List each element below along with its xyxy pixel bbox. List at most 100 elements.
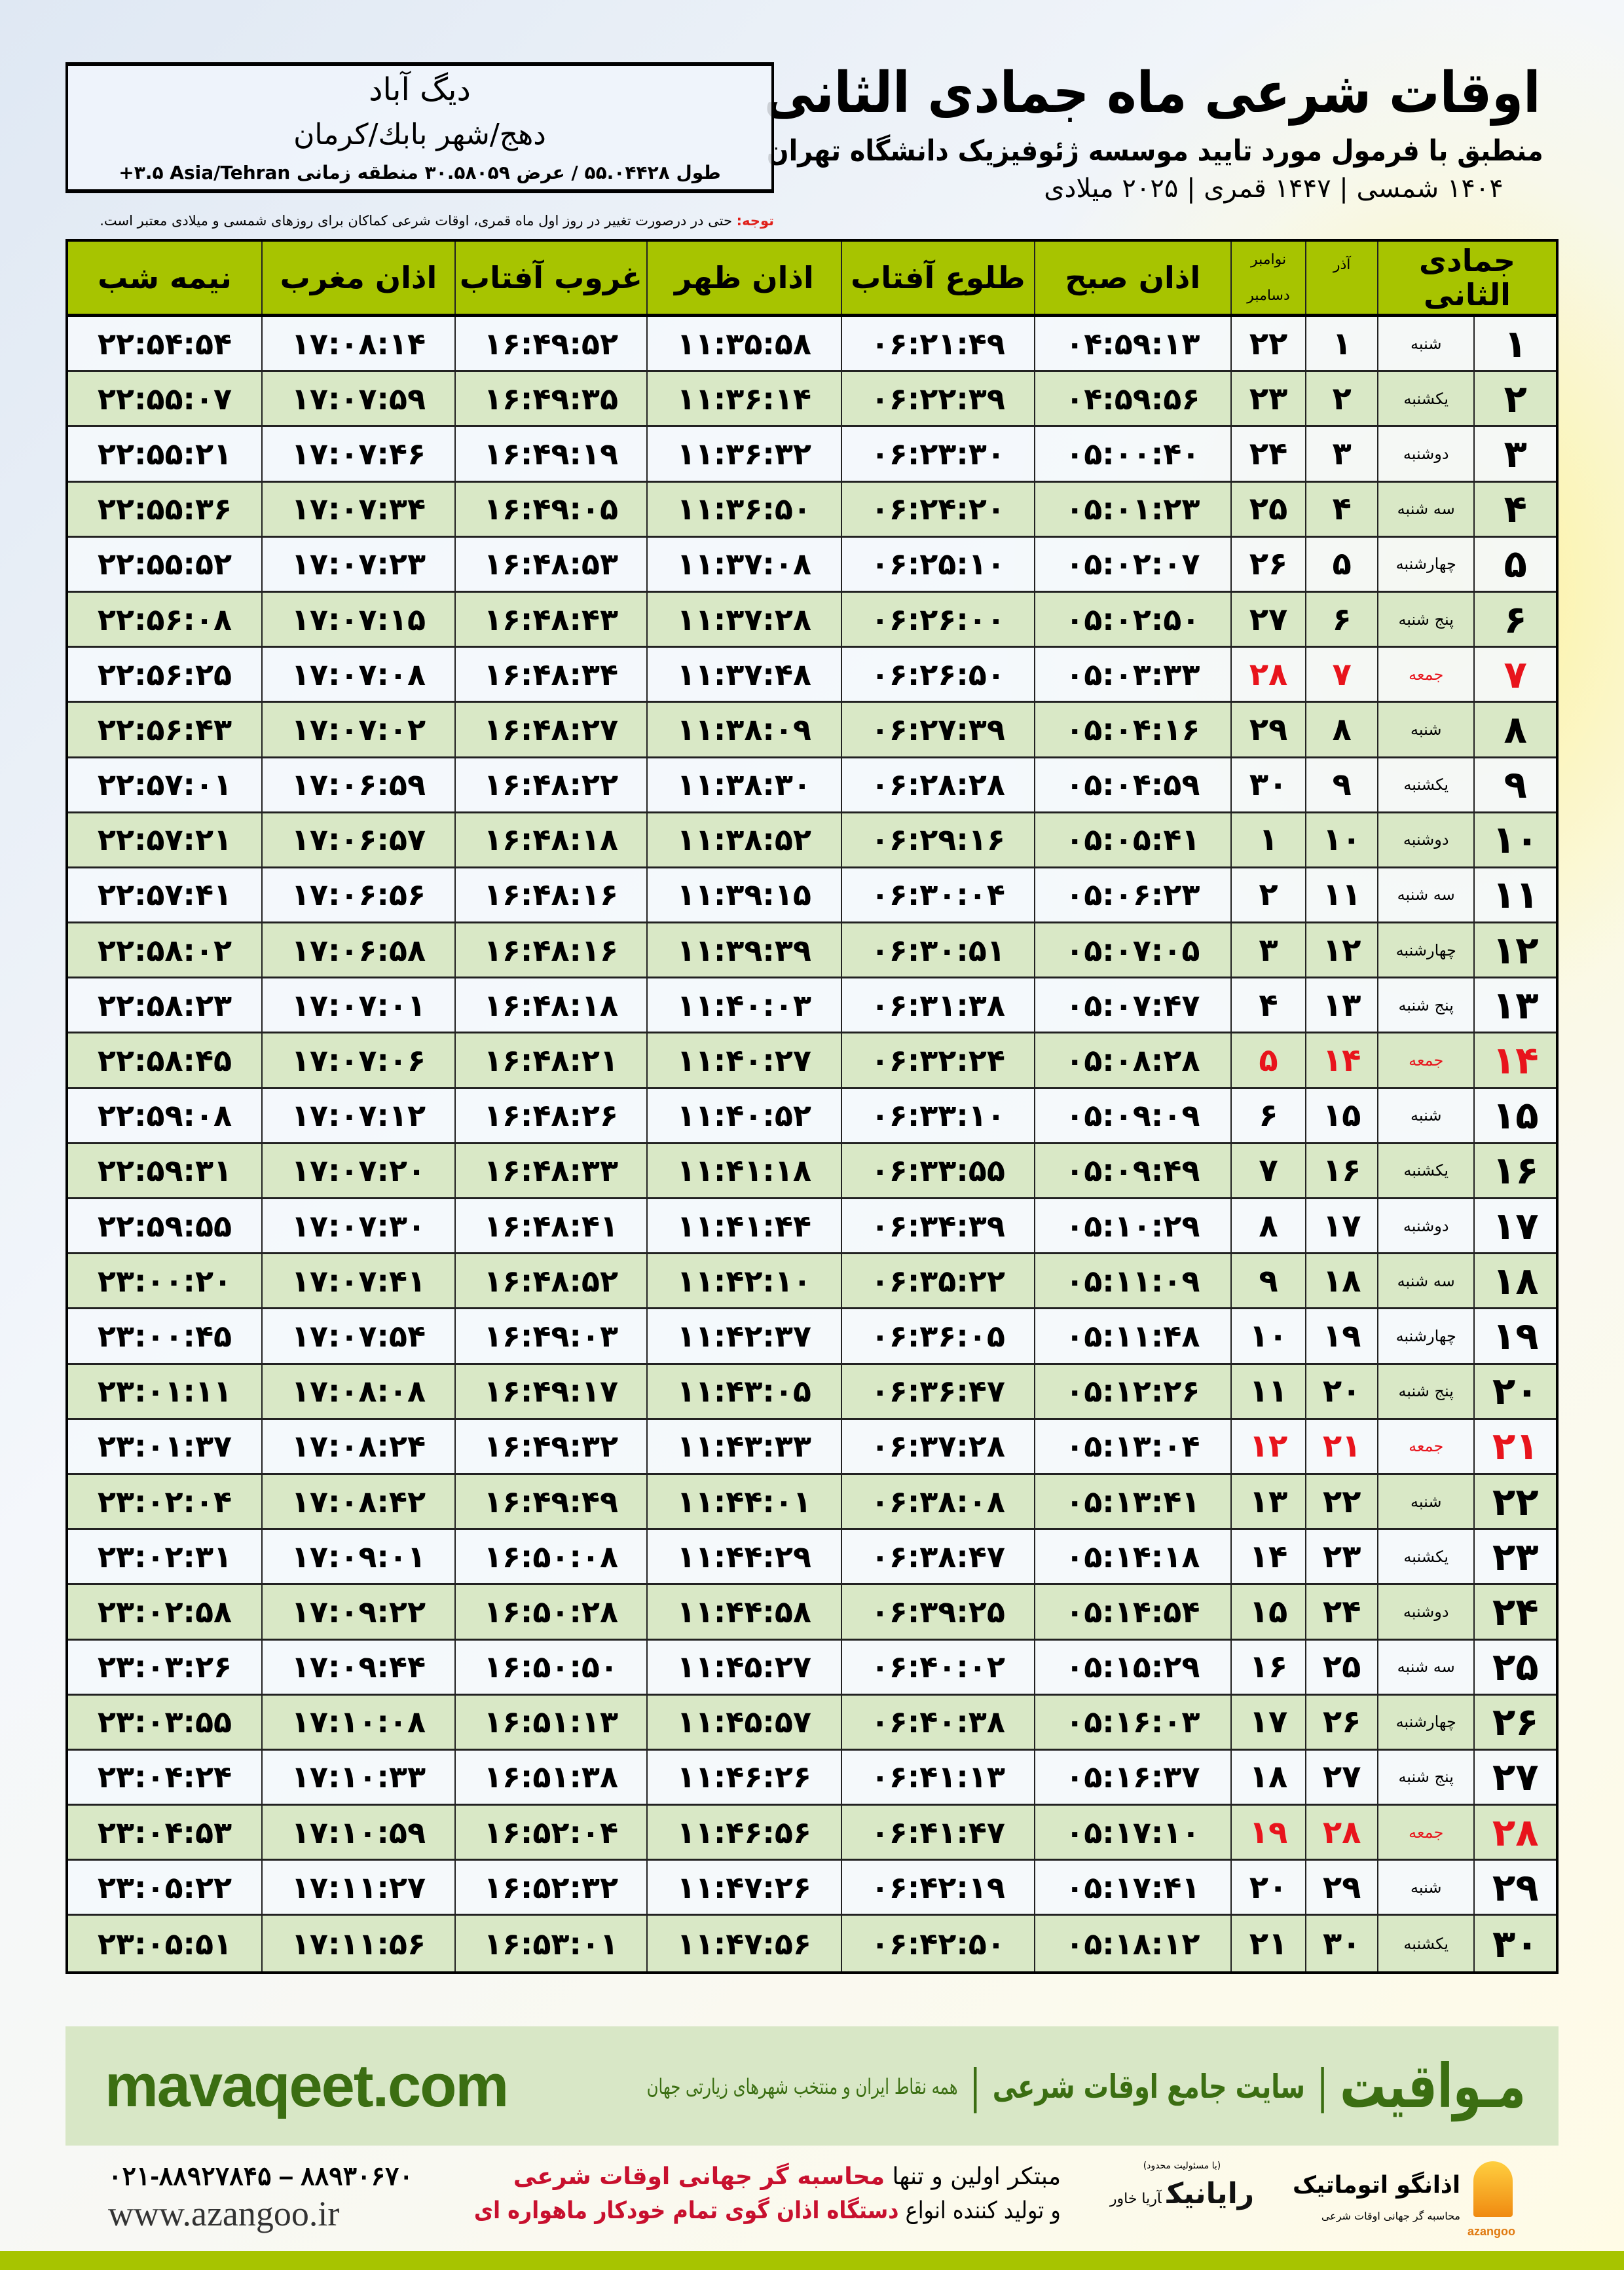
weekday: یکشنبه bbox=[1376, 1144, 1473, 1197]
table-row: ۱۵ شنبه ۱۵ ۶ ۰۵:۰۹:۰۹ ۰۶:۳۳:۱۰ ۱۱:۴۰:۵۲ ۱۶:۴۸:۲… bbox=[68, 1088, 1556, 1144]
sunset-time: ۱۶:۴۸:۳۴ bbox=[454, 648, 646, 701]
fajr-time: ۰۵:۱۵:۲۹ bbox=[1033, 1640, 1230, 1694]
hijri-day: ۱۳ bbox=[1473, 978, 1556, 1032]
table-body: ۱ شنبه ۱ ۲۲ ۰۴:۵۹:۱۳ ۰۶:۲۱:۴۹ ۱۱:۳۵:۵۸ ۱۶:۴۹:۵۲… bbox=[68, 317, 1556, 1971]
hijri-day: ۲۲ bbox=[1473, 1474, 1556, 1529]
hijri-day: ۲۶ bbox=[1473, 1695, 1556, 1749]
table-row: ۱ شنبه ۱ ۲۲ ۰۴:۵۹:۱۳ ۰۶:۲۱:۴۹ ۱۱:۳۵:۵۸ ۱۶:۴۹:۵۲… bbox=[68, 317, 1556, 373]
maghrib-time: ۱۷:۱۰:۵۹ bbox=[261, 1806, 454, 1859]
header-fajr: اذان صبح bbox=[1033, 242, 1230, 314]
weekday: سه شنبه bbox=[1376, 482, 1473, 536]
midnight-time: ۲۳:۰۳:۵۵ bbox=[97, 1704, 232, 1740]
azangoo-en-text: azangoo bbox=[1467, 2225, 1515, 2238]
sunset-time: ۱۶:۵۲:۰۴ bbox=[454, 1806, 646, 1859]
mosque-dome-icon bbox=[1473, 2161, 1513, 2217]
dhuhr-time: ۱۱:۴۴:۲۹ bbox=[646, 1530, 841, 1584]
hijri-day: ۲۵ bbox=[1473, 1640, 1556, 1694]
dhuhr-time: ۱۱:۴۱:۴۴ bbox=[646, 1199, 841, 1253]
maghrib-time: ۱۷:۰۸:۰۸ bbox=[261, 1364, 454, 1418]
weekday: یکشنبه bbox=[1376, 758, 1473, 811]
table-row: ۲۳ یکشنبه ۲۳ ۱۴ ۰۵:۱۴:۱۸ ۰۶:۳۸:۴۷ ۱۱:۴۴:۲۹ ۱۶:۵… bbox=[68, 1530, 1556, 1586]
weekday: شنبه bbox=[1376, 1088, 1473, 1142]
azar-day: ۱۶ bbox=[1305, 1144, 1377, 1197]
fajr-time: ۰۵:۱۸:۱۲ bbox=[1033, 1916, 1230, 1971]
gregorian-day: ۲۱ bbox=[1230, 1916, 1306, 1971]
sunset-time: ۱۶:۴۸:۲۶ bbox=[454, 1088, 646, 1142]
website-link[interactable]: www.azangoo.ir bbox=[108, 2194, 340, 2233]
weekday: دوشنبه bbox=[1376, 1199, 1473, 1253]
website: www.azangoo.ir bbox=[108, 2193, 449, 2235]
sunset-time: ۱۶:۴۸:۲۷ bbox=[454, 703, 646, 756]
hijri-day: ۲۳ bbox=[1473, 1530, 1556, 1584]
sunrise-time: ۰۶:۲۳:۳۰ bbox=[840, 427, 1034, 481]
weekday: دوشنبه bbox=[1376, 427, 1473, 481]
fajr-time: ۰۵:۰۹:۰۹ bbox=[1033, 1088, 1230, 1142]
midnight-time: ۲۳:۰۲:۰۴ bbox=[97, 1483, 232, 1519]
divider: | bbox=[969, 2059, 982, 2113]
banner-url-link[interactable]: mavaqeet.com bbox=[105, 2053, 509, 2119]
sunset-time: ۱۶:۴۸:۱۶ bbox=[454, 923, 646, 977]
sunrise-time: ۰۶:۳۳:۱۰ bbox=[840, 1088, 1034, 1142]
sunset-time: ۱۶:۵۰:۲۸ bbox=[454, 1585, 646, 1639]
dhuhr-time: ۱۱:۴۲:۳۷ bbox=[646, 1309, 841, 1363]
table-row: ۷ جمعه ۷ ۲۸ ۰۵:۰۳:۳۳ ۰۶:۲۶:۵۰ ۱۱:۳۷:۴۸ ۱۶:۴۸:۳۴… bbox=[68, 648, 1556, 703]
gregorian-day: ۱۴ bbox=[1230, 1530, 1306, 1584]
weekday: چهارشنبه bbox=[1376, 923, 1473, 977]
midnight-time: ۲۲:۵۴:۵۴ bbox=[97, 326, 232, 362]
midnight-time: ۲۳:۰۲:۵۸ bbox=[97, 1593, 232, 1629]
table-row: ۲۸ جمعه ۲۸ ۱۹ ۰۵:۱۷:۱۰ ۰۶:۴۱:۴۷ ۱۱:۴۶:۵۶ ۱۶:۵۲:… bbox=[68, 1806, 1556, 1861]
sunrise-time: ۰۶:۲۵:۱۰ bbox=[840, 537, 1034, 591]
weekday: پنج شنبه bbox=[1376, 592, 1473, 646]
hijri-day: ۹ bbox=[1473, 758, 1556, 811]
midnight-time: ۲۳:۰۳:۲۶ bbox=[97, 1649, 232, 1685]
fajr-time: ۰۵:۱۳:۰۴ bbox=[1033, 1419, 1230, 1473]
fajr-time: ۰۵:۱۴:۵۴ bbox=[1033, 1585, 1230, 1639]
table-row: ۲۹ شنبه ۲۹ ۲۰ ۰۵:۱۷:۴۱ ۰۶:۴۲:۱۹ ۱۱:۴۷:۲۶ ۱۶:۵۲:… bbox=[68, 1861, 1556, 1916]
sunrise-time: ۰۶:۳۴:۳۹ bbox=[840, 1199, 1034, 1253]
banner-subtext: همه نقاط ایران و منتخب شهرهای زیارتی جها… bbox=[646, 2074, 958, 2099]
fajr-time: ۰۵:۱۴:۱۸ bbox=[1033, 1530, 1230, 1584]
gregorian-day: ۲۷ bbox=[1230, 592, 1306, 646]
hijri-day: ۱۶ bbox=[1473, 1144, 1556, 1197]
table-row: ۱۷ دوشنبه ۱۷ ۸ ۰۵:۱۰:۲۹ ۰۶:۳۴:۳۹ ۱۱:۴۱:۴۴ ۱۶:۴۸… bbox=[68, 1199, 1556, 1255]
region-name: دهج/شهر بابك/كرمان bbox=[77, 117, 762, 153]
page-title: اوقات شرعی ماه جمادی الثانی bbox=[764, 56, 1585, 131]
table-row: ۳ دوشنبه ۳ ۲۴ ۰۵:۰۰:۴۰ ۰۶:۲۳:۳۰ ۱۱:۳۶:۳۲ ۱۶:۴۹:… bbox=[68, 427, 1556, 483]
maghrib-time: ۱۷:۰۷:۳۰ bbox=[261, 1199, 454, 1253]
hijri-day: ۶ bbox=[1473, 592, 1556, 646]
table-row: ۱۹ چهارشنبه ۱۹ ۱۰ ۰۵:۱۱:۴۸ ۰۶:۳۶:۰۵ ۱۱:۴۲:۳۷ ۱۶… bbox=[68, 1309, 1556, 1365]
sunset-time: ۱۶:۴۸:۴۱ bbox=[454, 1199, 646, 1253]
table-row: ۱۳ پنج شنبه ۱۳ ۴ ۰۵:۰۷:۴۷ ۰۶:۳۱:۳۸ ۱۱:۴۰:۰۳ ۱۶:… bbox=[68, 978, 1556, 1034]
header-december: دسامبر bbox=[1247, 287, 1290, 304]
hijri-day: ۲۴ bbox=[1473, 1585, 1556, 1639]
sunrise-time: ۰۶:۲۹:۱۶ bbox=[840, 813, 1034, 866]
gregorian-day: ۲۴ bbox=[1230, 427, 1306, 481]
maghrib-time: ۱۷:۱۱:۲۷ bbox=[261, 1861, 454, 1914]
maghrib-time: ۱۷:۰۷:۴۱ bbox=[261, 1254, 454, 1308]
fajr-time: ۰۵:۰۷:۴۷ bbox=[1033, 978, 1230, 1032]
table-row: ۳۰ یکشنبه ۳۰ ۲۱ ۰۵:۱۸:۱۲ ۰۶:۴۲:۵۰ ۱۱:۴۷:۵۶ ۱۶:۵… bbox=[68, 1916, 1556, 1971]
azar-day: ۲۹ bbox=[1305, 1861, 1377, 1914]
maghrib-time: ۱۷:۰۷:۱۵ bbox=[261, 592, 454, 646]
fajr-time: ۰۵:۰۸:۲۸ bbox=[1033, 1033, 1230, 1087]
promo-line-1-text: مبتکر اولین و تنها محاسبه گر جهانی اوقات… bbox=[513, 2160, 1061, 2194]
gregorian-day: ۱۷ bbox=[1230, 1695, 1306, 1749]
hijri-day: ۲۱ bbox=[1473, 1419, 1556, 1473]
rayanik-main-text: رایانیکآریا خاور bbox=[1110, 2173, 1254, 2221]
midnight-time: ۲۲:۵۶:۴۳ bbox=[97, 711, 232, 747]
banner-slogan: سایت جامع اوقات شرعی bbox=[992, 2067, 1306, 2106]
weekday: چهارشنبه bbox=[1376, 1695, 1473, 1749]
dhuhr-time: ۱۱:۴۷:۲۶ bbox=[646, 1861, 841, 1914]
fajr-time: ۰۵:۱۱:۰۹ bbox=[1033, 1254, 1230, 1308]
sunrise-time: ۰۶:۳۰:۵۱ bbox=[840, 923, 1034, 977]
dhuhr-time: ۱۱:۴۵:۵۷ bbox=[646, 1695, 841, 1749]
rayanik-logo: (با مسئولیت محدود) رایانیکآریا خاور bbox=[1100, 2159, 1264, 2237]
maghrib-time: ۱۷:۰۸:۱۴ bbox=[261, 317, 454, 371]
weekday: شنبه bbox=[1376, 317, 1473, 371]
sunset-time: ۱۶:۴۸:۱۶ bbox=[454, 868, 646, 922]
sunrise-time: ۰۶:۳۶:۴۷ bbox=[840, 1364, 1034, 1418]
azar-day: ۱۲ bbox=[1305, 923, 1377, 977]
azangoo-tagline: محاسبه گر جهانی اوقات شرعی bbox=[1290, 2208, 1460, 2224]
azar-day: ۱۵ bbox=[1305, 1088, 1377, 1142]
table-row: ۸ شنبه ۸ ۲۹ ۰۵:۰۴:۱۶ ۰۶:۲۷:۳۹ ۱۱:۳۸:۰۹ ۱۶:۴۸:۲۷… bbox=[68, 703, 1556, 758]
